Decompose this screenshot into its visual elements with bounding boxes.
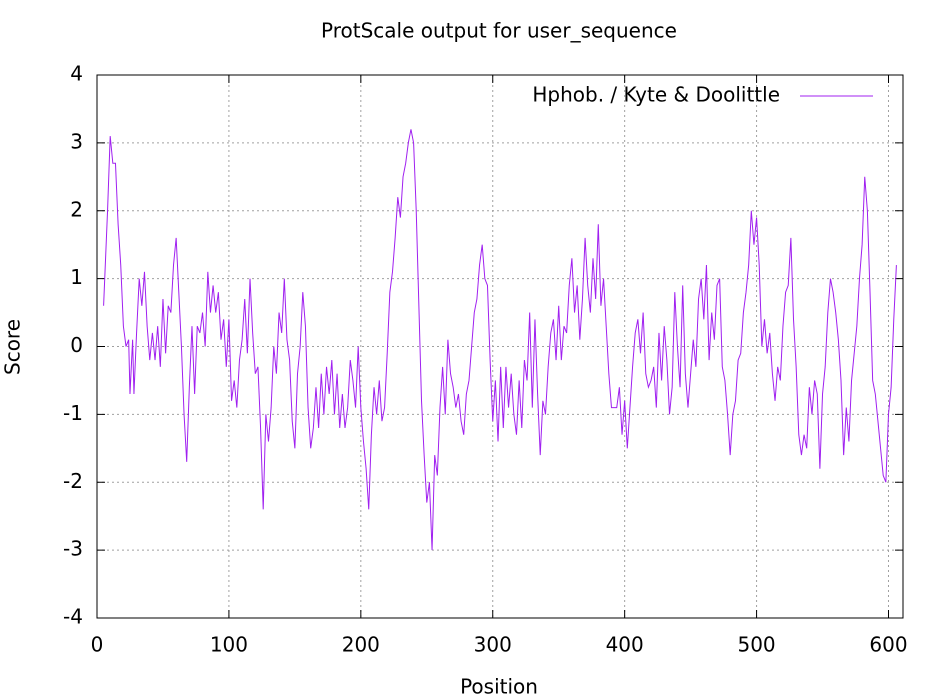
x-tick-label: 500	[737, 633, 775, 657]
plot-border	[96, 74, 904, 619]
x-tick-label: 300	[474, 633, 512, 657]
y-tick-label: -1	[63, 401, 83, 425]
legend-label: Hphob. / Kyte & Doolittle	[532, 83, 780, 107]
x-tick-label: 200	[342, 633, 380, 657]
y-tick-label: 3	[70, 129, 83, 153]
x-tick-label: 400	[606, 633, 644, 657]
chart-title: ProtScale output for user_sequence	[321, 19, 677, 43]
y-tick-label: -2	[63, 469, 83, 493]
y-tick-label: -4	[63, 605, 83, 629]
y-tick-label: 4	[70, 62, 83, 86]
y-tick-label: 0	[70, 333, 83, 357]
y-axis-label: Score	[1, 319, 25, 375]
data-line	[103, 129, 897, 551]
x-tick-label: 0	[91, 633, 104, 657]
y-tick-label: 2	[70, 197, 83, 221]
y-tick-label: -3	[63, 537, 83, 561]
x-tick-label: 600	[869, 633, 907, 657]
y-tick-label: 1	[70, 265, 83, 289]
x-tick-label: 100	[210, 633, 248, 657]
x-axis-label: Position	[460, 675, 538, 699]
